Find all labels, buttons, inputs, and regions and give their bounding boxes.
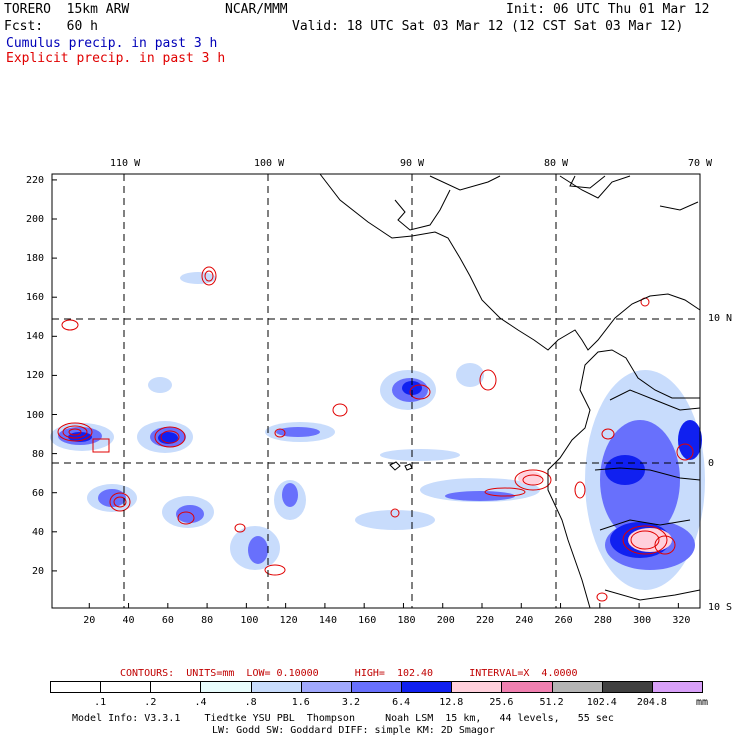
- colorbar-swatch: [651, 681, 703, 693]
- x-tick-label: 280: [593, 615, 612, 626]
- x-tick-label: 60: [161, 615, 174, 626]
- model-title: TORERO 15km ARW: [4, 2, 130, 17]
- colorbar-unit: mm: [696, 697, 709, 708]
- valid-time: Valid: 18 UTC Sat 03 Mar 12 (12 CST Sat …: [292, 19, 684, 34]
- x-tick-label: 20: [83, 615, 96, 626]
- center-label: NCAR/MMM: [225, 2, 288, 17]
- colorbar-swatch: [250, 681, 302, 693]
- colorbar-swatch: [401, 681, 453, 693]
- map-frame: [51, 173, 701, 609]
- colorbar-level-label: .2: [144, 697, 157, 708]
- x-tick-label: 100: [240, 615, 259, 626]
- colorbar-level-label: 1.6: [291, 697, 310, 708]
- colorbar-swatch: [350, 681, 403, 693]
- latlon-grid: [52, 174, 700, 608]
- colorbar-swatch: [501, 681, 553, 693]
- y-tick-label: 160: [26, 292, 45, 304]
- y-tick-label: 200: [26, 214, 45, 225]
- colorbar-level-label: .4: [194, 697, 207, 708]
- legend-cumulus: Cumulus precip. in past 3 h: [6, 36, 218, 51]
- lon-label-90w: 90 W: [400, 158, 425, 169]
- x-tick-label: 180: [397, 615, 416, 626]
- y-tick-label: 100: [26, 409, 45, 421]
- y-tick-label: 60: [32, 487, 45, 499]
- lon-label-100w: 100 W: [254, 158, 285, 169]
- legend-explicit: Explicit precip. in past 3 h: [6, 51, 226, 66]
- x-tick-label: 220: [476, 615, 495, 626]
- colorbar-swatch: [50, 681, 102, 693]
- contours-info: CONTOURS: UNITS=mm LOW= 0.10000 HIGH= 10…: [120, 668, 578, 679]
- colorbar-level-label: .8: [244, 697, 257, 708]
- x-tick-label: 320: [672, 615, 691, 626]
- colorbar-level-label: 204.8: [636, 697, 667, 708]
- x-tick-label: 260: [554, 615, 573, 626]
- colorbar-level-label: 102.4: [586, 697, 617, 708]
- colorbar-swatch: [150, 681, 202, 693]
- x-tick-label: 200: [436, 615, 455, 626]
- colorbar-level-label: 51.2: [539, 697, 564, 708]
- lat-label-10s: 10 S: [708, 602, 733, 613]
- y-tick-label: 20: [32, 565, 45, 577]
- colorbar-level-label: 25.6: [489, 697, 514, 708]
- y-tick-label: 120: [26, 370, 45, 382]
- lat-label-10n: 10 N: [708, 313, 733, 324]
- init-time: Init: 06 UTC Thu 01 Mar 12: [506, 2, 710, 17]
- lon-label-110w: 110 W: [110, 158, 141, 169]
- y-tick-label: 80: [32, 448, 45, 460]
- cumulus-precip-field: [50, 272, 705, 590]
- forecast-hour: Fcst: 60 h: [4, 19, 98, 34]
- colorbar-swatch: [601, 681, 653, 693]
- x-tick-label: 80: [201, 615, 214, 626]
- axis-ticks: [52, 179, 679, 608]
- colorbar-level-label: 3.2: [341, 697, 360, 708]
- model-info: Model Info: V3.3.1 Tiedtke YSU PBL Thomp…: [72, 713, 614, 724]
- colorbar-level-label: .1: [94, 697, 107, 708]
- x-tick-label: 300: [633, 615, 652, 626]
- colorbar-swatch: [451, 681, 503, 693]
- lat-label-0: 0: [708, 458, 715, 469]
- x-tick-label: 160: [358, 615, 377, 626]
- colorbar-swatch: [300, 681, 352, 693]
- y-tick-label: 180: [26, 253, 45, 265]
- model-physics: LW: Godd SW: Goddard DIFF: simple KM: 2D…: [212, 725, 495, 736]
- x-tick-label: 240: [515, 615, 534, 626]
- y-tick-label: 40: [32, 526, 45, 538]
- lon-label-80w: 80 W: [544, 158, 569, 169]
- x-tick-label: 140: [318, 615, 337, 626]
- colorbar-swatch: [100, 681, 152, 693]
- x-tick-label: 120: [279, 615, 298, 626]
- colorbar-level-label: 12.8: [439, 697, 464, 708]
- explicit-precip-contours: [57, 266, 694, 602]
- colorbar-swatch: [551, 681, 603, 693]
- colorbar-level-label: 6.4: [392, 697, 411, 708]
- colorbar-swatch: [200, 681, 252, 693]
- x-tick-label: 40: [122, 615, 135, 626]
- y-tick-label: 140: [26, 331, 45, 343]
- lon-label-70w: 70 W: [688, 158, 713, 169]
- y-tick-label: 220: [26, 174, 45, 186]
- coastlines: [319, 173, 701, 609]
